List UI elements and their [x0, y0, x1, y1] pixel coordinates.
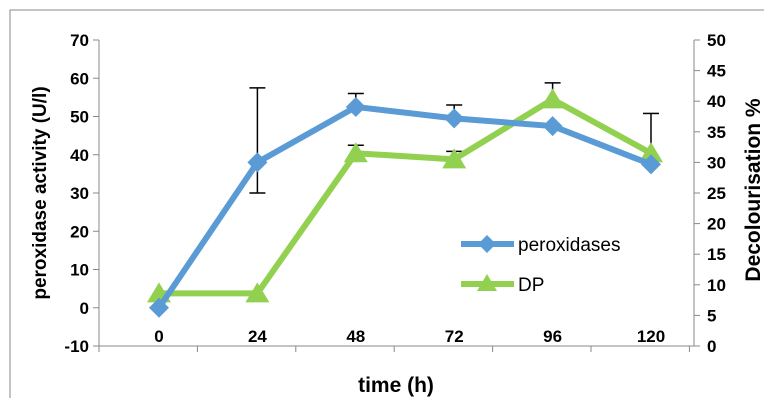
legend-peroxidases-label: peroxidases [518, 235, 620, 256]
dp-point [343, 142, 368, 163]
right-tick-label: 10 [707, 276, 726, 295]
peroxidases-point [444, 108, 465, 129]
left-tick-label: 60 [70, 69, 89, 88]
right-tick-label: 45 [707, 62, 726, 81]
left-tick-label: 40 [70, 146, 89, 165]
left-tick-label: 50 [70, 108, 89, 127]
legend: peroxidases DP [461, 235, 620, 296]
left-tick-label: 30 [70, 184, 89, 203]
x-axis-ticks: 0 24 48 72 96 120 [98, 327, 690, 352]
y-axis-label-left: peroxidase activity (U/l) [30, 86, 51, 299]
x-tick-label: 120 [637, 327, 665, 346]
x-tick-label: 96 [543, 327, 562, 346]
right-tick-label: 30 [707, 153, 726, 172]
legend-dp-label: DP [518, 275, 544, 296]
right-tick-label: 25 [707, 184, 726, 203]
right-tick-label: 35 [707, 123, 726, 142]
peroxidases-point [149, 297, 169, 318]
dp-point [540, 88, 565, 109]
dp-point [442, 148, 467, 169]
legend-dp-marker [477, 274, 497, 291]
right-tick-label: 40 [707, 92, 726, 111]
y-axis-label-right: Decolourisation % [742, 98, 764, 282]
dp-line [159, 96, 653, 297]
x-tick-label: 48 [346, 327, 365, 346]
left-tick-label: 0 [80, 299, 89, 318]
x-axis-label: time (h) [358, 374, 434, 397]
left-tick-label: -10 [64, 337, 89, 356]
x-tick-label: 24 [248, 327, 267, 346]
legend-peroxidases-marker [478, 235, 496, 253]
right-tick-label: 20 [707, 215, 726, 234]
left-tick-label: 10 [70, 261, 89, 280]
right-tick-label: 0 [707, 337, 716, 356]
right-tick-label: 15 [707, 245, 726, 264]
dp-point [639, 142, 663, 163]
peroxidases-point [542, 116, 563, 137]
peroxidases-point [345, 96, 366, 117]
peroxidases-point [247, 152, 268, 173]
dp-point [245, 282, 270, 303]
peroxidases-point [641, 154, 661, 175]
left-axis-ticks: -10 0 10 20 30 40 50 60 70 [64, 31, 99, 356]
peroxidases-line [156, 103, 653, 310]
right-axis-ticks: 0 5 10 15 20 25 30 35 40 45 50 [694, 31, 726, 356]
x-tick-label: 72 [445, 327, 464, 346]
left-tick-label: 20 [70, 222, 89, 241]
x-tick-label: 0 [154, 327, 163, 346]
plot-frame [9, 9, 764, 398]
series-layer [147, 82, 663, 318]
left-tick-label: 70 [70, 31, 89, 50]
right-tick-label: 5 [707, 306, 716, 325]
right-tick-label: 50 [707, 31, 726, 50]
